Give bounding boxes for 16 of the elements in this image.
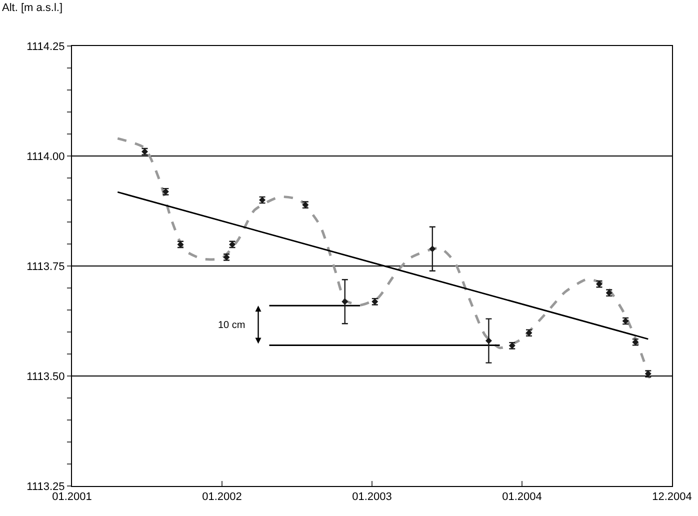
annotation: 10 cm xyxy=(218,320,246,331)
y-tick-label: 1114.25 xyxy=(26,40,65,53)
point xyxy=(485,338,492,344)
y-tick-label: 1114.00 xyxy=(26,150,65,163)
point xyxy=(342,298,348,305)
y-tick-label: 1113.25 xyxy=(26,480,65,493)
x-tick-label: 01.2003 xyxy=(352,491,392,504)
y-axis-title: Alt. [m a.s.l.] xyxy=(2,2,63,14)
y-tick-label: 1113.50 xyxy=(26,370,65,383)
x-tick-label: 01.2001 xyxy=(52,491,92,504)
point xyxy=(429,246,436,252)
line-series xyxy=(116,137,652,380)
x-tick-label: 12.2004 xyxy=(652,491,692,504)
y-tick-label: 1113.75 xyxy=(26,260,65,273)
x-tick-label: 01.2002 xyxy=(202,491,242,504)
x-tick-label: 01.2004 xyxy=(502,491,542,504)
